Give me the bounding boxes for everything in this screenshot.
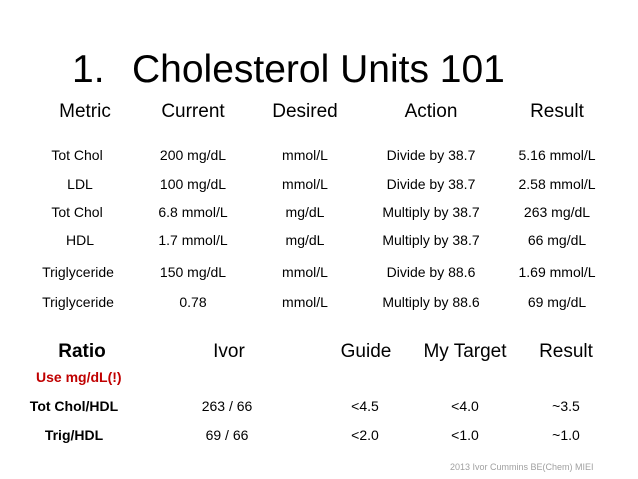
table-cell: 66 mg/dL bbox=[527, 232, 587, 248]
table-cell: Tot Chol bbox=[51, 204, 103, 220]
table-cell: 100 mg/dL bbox=[159, 176, 227, 192]
table-cell: mmol/L bbox=[282, 294, 328, 310]
header-ratio: Ratio bbox=[58, 341, 106, 362]
table-cell: 1.69 mmol/L bbox=[518, 264, 596, 280]
header-current: Current bbox=[161, 101, 225, 122]
table-cell: Divide by 88.6 bbox=[386, 264, 476, 280]
table-cell: mmol/L bbox=[282, 176, 328, 192]
table-cell: <4.0 bbox=[451, 398, 479, 414]
table-cell: <2.0 bbox=[351, 427, 379, 443]
header-desired: Desired bbox=[272, 101, 338, 122]
table-cell: Tot Chol bbox=[51, 147, 103, 163]
table-cell: ~3.5 bbox=[552, 398, 580, 414]
table-cell: mg/dL bbox=[285, 232, 325, 248]
table-cell: mmol/L bbox=[282, 264, 328, 280]
table-cell: mg/dL bbox=[285, 204, 325, 220]
table-cell: 150 mg/dL bbox=[159, 264, 227, 280]
table-cell: Triglyceride bbox=[42, 294, 114, 310]
slide-title: 1. Cholesterol Units 101 bbox=[72, 46, 505, 94]
table-cell: 69 / 66 bbox=[205, 427, 249, 443]
author-credit: 2013 Ivor Cummins BE(Chem) MIEI bbox=[450, 462, 594, 472]
header-action: Action bbox=[404, 101, 458, 122]
header-my-target: My Target bbox=[423, 341, 507, 362]
table-cell: 6.8 mmol/L bbox=[158, 204, 228, 220]
table-cell: Multiply by 88.6 bbox=[382, 294, 480, 310]
table-cell: Tot Chol/HDL bbox=[29, 398, 119, 414]
table-cell: 5.16 mmol/L bbox=[518, 147, 596, 163]
header-result: Result bbox=[530, 101, 584, 122]
table-cell: Divide by 38.7 bbox=[386, 147, 476, 163]
header-ivor: Ivor bbox=[213, 341, 245, 362]
table-cell: Multiply by 38.7 bbox=[382, 232, 480, 248]
table-cell: 69 mg/dL bbox=[527, 294, 587, 310]
table-cell: 2.58 mmol/L bbox=[518, 176, 596, 192]
table-cell: Trig/HDL bbox=[44, 427, 104, 443]
table-cell: Triglyceride bbox=[42, 264, 114, 280]
table-cell: LDL bbox=[67, 176, 93, 192]
table-cell: Multiply by 38.7 bbox=[382, 204, 480, 220]
header-result: Result bbox=[539, 341, 593, 362]
table-cell: <4.5 bbox=[351, 398, 379, 414]
table-cell: ~1.0 bbox=[552, 427, 580, 443]
conversion-table: Metric Current Desired Action Result Tot… bbox=[42, 101, 596, 310]
title-number: 1. bbox=[72, 48, 105, 91]
table-cell: 263 mg/dL bbox=[523, 204, 591, 220]
units-note: Use mg/dL(!) bbox=[36, 369, 122, 385]
table-cell: 200 mg/dL bbox=[159, 147, 227, 163]
title-text: Cholesterol Units 101 bbox=[132, 48, 505, 91]
header-guide: Guide bbox=[340, 341, 392, 362]
table-cell: 1.7 mmol/L bbox=[158, 232, 228, 248]
table-cell: <1.0 bbox=[451, 427, 479, 443]
table-cell: mmol/L bbox=[282, 147, 328, 163]
table-cell: 263 / 66 bbox=[201, 398, 253, 414]
table-cell: Divide by 38.7 bbox=[386, 176, 476, 192]
header-metric: Metric bbox=[59, 101, 111, 122]
table-cell: 0.78 bbox=[179, 294, 207, 310]
table-cell: HDL bbox=[65, 232, 95, 248]
